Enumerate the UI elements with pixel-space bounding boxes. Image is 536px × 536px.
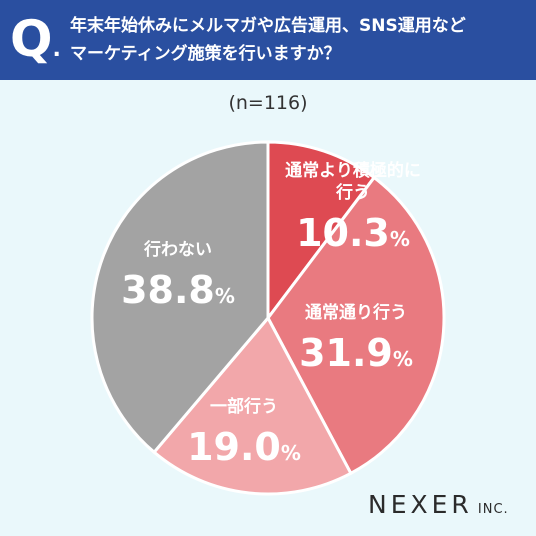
- pie-category-label: 行う: [335, 182, 370, 203]
- pie-value-label: 19.0%: [187, 425, 301, 469]
- pie-category-label: 通常通り行う: [305, 302, 407, 323]
- pie-value-label: 31.9%: [299, 331, 413, 375]
- pie-slice-1: [266, 140, 376, 320]
- pie-slice-4: [90, 140, 270, 454]
- pie-category-label: 一部行う: [210, 396, 278, 417]
- pie-value-label: 38.8%: [121, 268, 235, 312]
- pie-slice-3: [152, 316, 353, 496]
- nexer-logo: NEXER INC.: [368, 490, 509, 519]
- pie-label-group-3: 一部行う 19.0%: [187, 396, 301, 469]
- question-text: 年末年始休みにメルマガや広告運用、SNS運用など マーケティング施策を行いますか…: [70, 12, 526, 68]
- sample-size-label: (n=116): [228, 92, 308, 114]
- question-line-2: マーケティング施策を行いますか？: [70, 44, 341, 64]
- pie-label-group-4: 行わない 38.8%: [121, 239, 235, 312]
- q-mark: Q.: [10, 10, 61, 68]
- pie-value-label: 10.3%: [296, 211, 410, 255]
- question-header: Q. 年末年始休みにメルマガや広告運用、SNS運用など マーケティング施策を行い…: [0, 0, 536, 80]
- question-line-1: 年末年始休みにメルマガや広告運用、SNS運用など: [70, 16, 466, 36]
- pie-category-label: 行わない: [143, 239, 212, 260]
- pie-label-group-2: 通常通り行う 31.9%: [299, 302, 413, 375]
- pie-category-label: 通常より積極的に: [285, 160, 421, 181]
